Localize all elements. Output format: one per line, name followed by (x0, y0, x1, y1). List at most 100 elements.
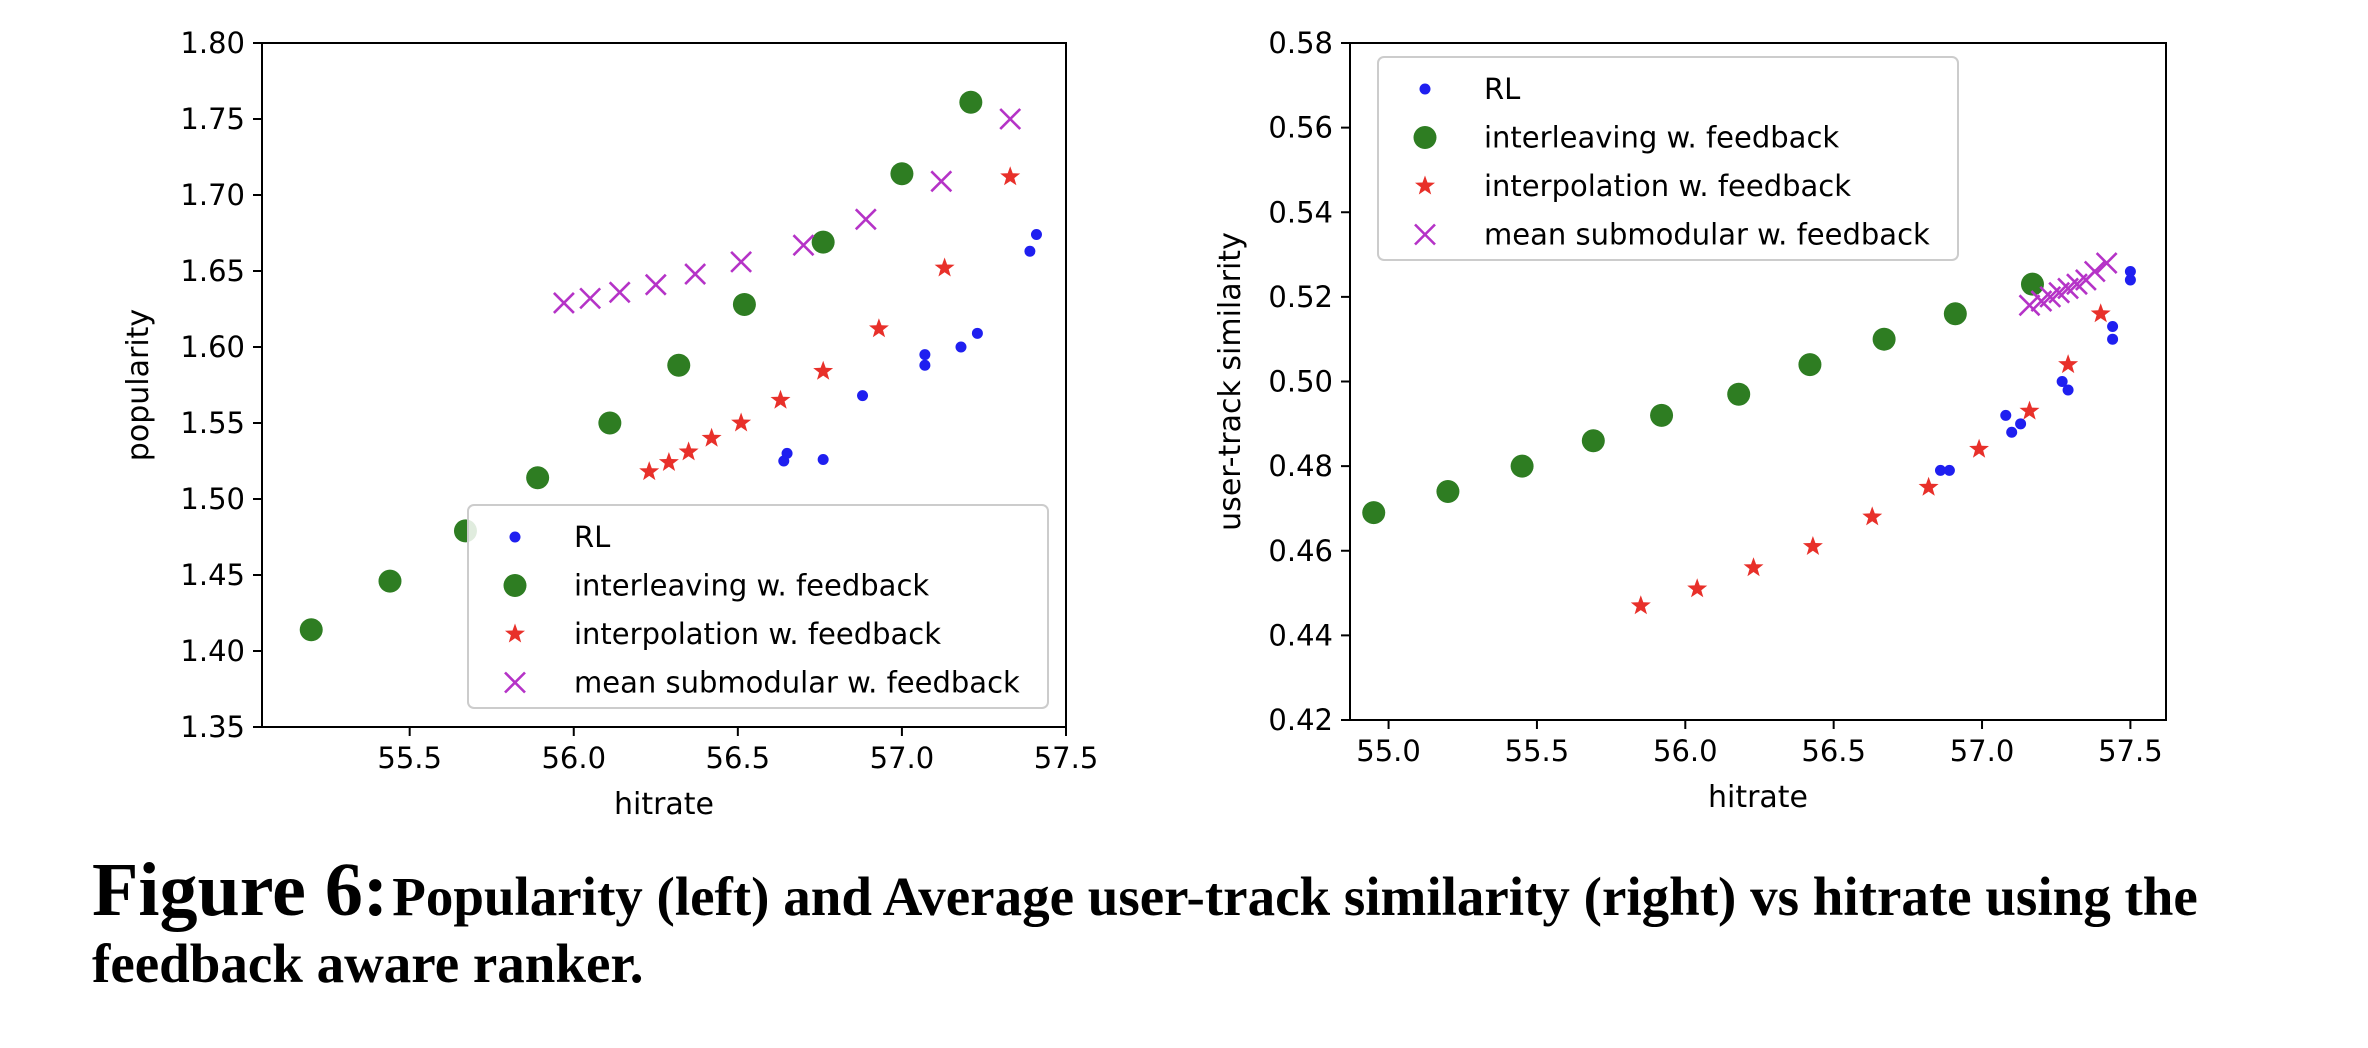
data-point (2090, 303, 2111, 323)
data-point (955, 341, 967, 353)
data-point (732, 292, 756, 316)
data-point (2083, 260, 2106, 283)
data-point (2124, 265, 2136, 277)
data-point (2000, 409, 2012, 421)
legend-marker (1414, 223, 1436, 246)
legend: RL interleaving w. feedback interpolation … (467, 504, 1049, 709)
y-tick-label: 1.75 (180, 102, 245, 136)
data-point (1934, 464, 1946, 476)
y-tick-label: 0.56 (1268, 111, 1333, 145)
data-point (684, 263, 707, 285)
y-tick-label: 0.42 (1268, 703, 1333, 737)
data-point (792, 234, 815, 257)
y-tick-label: 1.40 (180, 634, 245, 668)
legend-label: interleaving w. feedback (574, 569, 929, 603)
chart-panel-left: 55.5 56.0 56.5 57.0 57.5 1.35 1.40 1.45 1.50 1.55… (121, 26, 1098, 822)
data-point (930, 170, 953, 193)
data-point (2015, 418, 2027, 430)
data-point (2019, 400, 2040, 420)
x-axis-label: hitrate (1708, 780, 1808, 815)
legend-label: interpolation w. feedback (574, 617, 941, 651)
y-tick-label: 1.60 (180, 330, 245, 364)
data-point (1743, 557, 1764, 577)
data-point (869, 318, 889, 338)
x-tick-label: 55.0 (1356, 734, 1421, 768)
x-tick-label: 55.5 (1505, 734, 1570, 768)
data-point (667, 353, 691, 377)
data-point (1362, 501, 1386, 525)
data-point (919, 349, 931, 361)
data-point (781, 447, 793, 459)
data-point (1918, 476, 1939, 496)
y-tick-label: 0.46 (1268, 534, 1333, 568)
y-tick-label: 0.52 (1268, 280, 1333, 314)
data-point (919, 359, 931, 371)
data-point (2062, 384, 2074, 396)
legend-marker (1413, 126, 1437, 149)
data-point (959, 90, 983, 114)
data-point (1030, 229, 1042, 241)
x-tick-label: 56.0 (541, 741, 606, 775)
x-tick-label: 57.0 (870, 741, 935, 775)
legend-label: RL (574, 520, 610, 554)
legend-box (467, 504, 1049, 709)
data-point (701, 427, 722, 447)
data-point (598, 411, 622, 435)
y-axis-label: popularity (121, 309, 156, 461)
data-point (2018, 294, 2041, 317)
y-tick-label: 1.50 (180, 482, 245, 516)
data-point (608, 281, 631, 304)
data-point (730, 250, 753, 273)
legend-marker (509, 531, 521, 543)
data-point (639, 461, 660, 481)
legend-label: interleaving w. feedback (1484, 121, 1839, 155)
y-tick-label: 1.70 (180, 178, 245, 212)
data-point (1727, 382, 1751, 406)
y-tick-label: 0.50 (1268, 365, 1333, 399)
data-point (731, 412, 752, 432)
data-point (1630, 595, 1651, 615)
data-point (857, 390, 869, 402)
legend-label: interpolation w. feedback (1484, 169, 1851, 203)
data-point (2095, 252, 2118, 274)
data-point (579, 287, 602, 310)
data-point (1862, 506, 1883, 526)
data-point (971, 327, 983, 339)
legend: RL interleaving w. feedback interpolation … (1377, 56, 1959, 261)
data-point (1802, 536, 1823, 555)
data-point (770, 389, 791, 409)
data-point (854, 208, 877, 231)
x-tick-label: 56.5 (706, 741, 771, 775)
data-point (1943, 302, 1967, 326)
y-tick-label: 0.48 (1268, 449, 1333, 483)
figure-panels: 55.5 56.0 56.5 57.0 57.5 1.35 1.40 1.45 1.50 1.55… (121, 26, 2167, 822)
data-point (552, 292, 575, 314)
data-point (813, 360, 834, 380)
legend-marker (505, 623, 525, 643)
plot-frame (261, 42, 1067, 728)
data-point (1943, 464, 1955, 476)
x-tick-label: 56.5 (1801, 734, 1866, 768)
legend-label: mean submodular w. feedback (574, 666, 1020, 700)
data-point (2058, 354, 2079, 374)
data-point (1024, 245, 1036, 257)
data-point (644, 273, 667, 296)
y-tick-label: 1.55 (180, 406, 245, 440)
chart-panel-right: 55.0 55.5 56.0 56.5 57.0 57.5 0.42 0.44 0.46 0.48… (1213, 26, 2167, 815)
caption-text: Popularity (left) and Average user-track… (92, 866, 2198, 995)
data-point (999, 108, 1022, 130)
caption-label: Figure 6: (92, 848, 389, 932)
data-point (1581, 429, 1605, 453)
data-point (1436, 480, 1460, 504)
figure-caption: Figure 6: Popularity (left) and Average … (92, 848, 2292, 995)
data-point (2006, 426, 2018, 438)
data-point (1000, 166, 1021, 186)
x-axis-label: hitrate (614, 787, 714, 822)
data-point (934, 257, 955, 277)
y-tick-label: 1.45 (180, 558, 245, 592)
legend-label: RL (1484, 72, 1520, 106)
y-tick-label: 0.54 (1268, 195, 1333, 229)
data-point (2107, 320, 2119, 332)
data-point (1650, 403, 1674, 427)
data-point (2107, 333, 2119, 345)
